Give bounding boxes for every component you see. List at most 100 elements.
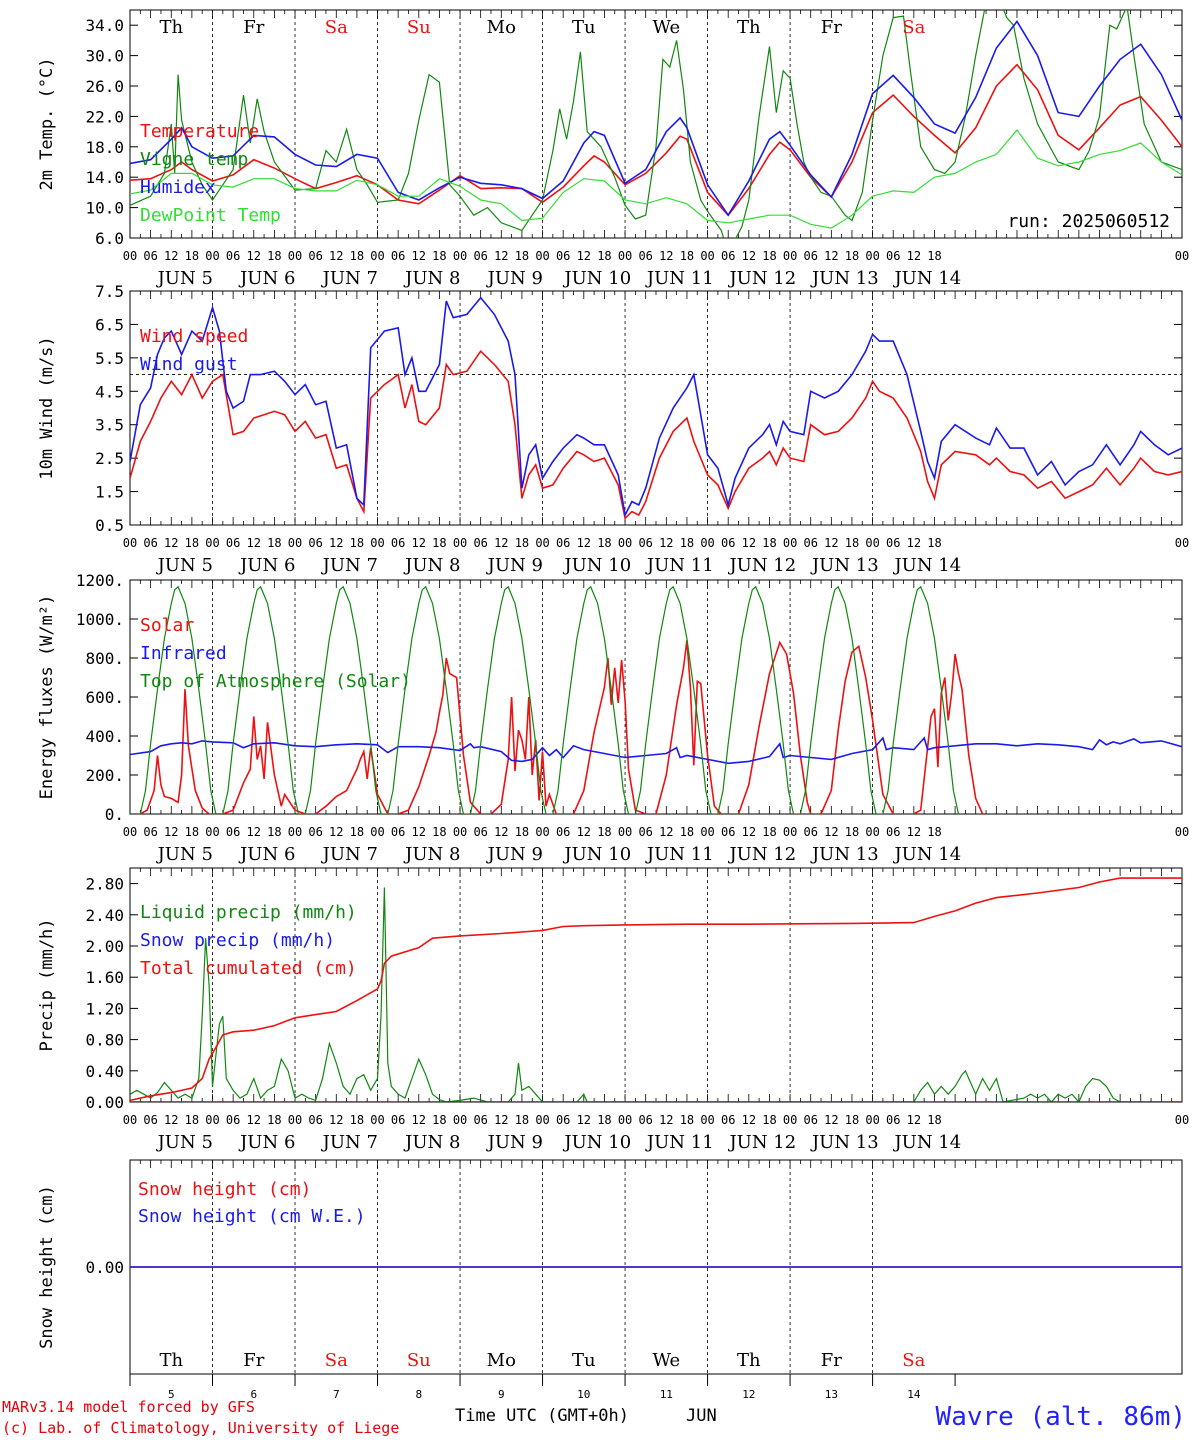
hour-label: 18 — [680, 1113, 694, 1127]
hour-label: 18 — [927, 825, 941, 839]
plot-frame — [129, 579, 1183, 815]
date-label: JUN 11 — [645, 844, 714, 865]
hour-label: 00 — [288, 1113, 302, 1127]
hour-label: 00 — [205, 825, 219, 839]
date-label: JUN 10 — [562, 555, 631, 576]
legend-entry: DewPoint Temp — [140, 205, 281, 226]
date-label: JUN 13 — [810, 555, 879, 576]
hour-label: 12 — [164, 536, 178, 550]
date-label: JUN 12 — [727, 268, 796, 289]
chart-panel-5: 0.00 Snow height (cm) Snow height (cm) Snow… — [37, 1159, 1183, 1401]
hour-label: 00 — [700, 249, 714, 263]
hour-label: 06 — [391, 825, 405, 839]
series-line-infrared — [130, 736, 1182, 765]
y-tick-label: 0.40 — [85, 1062, 124, 1081]
hour-label: 00 — [123, 249, 137, 263]
date-label: JUN 6 — [238, 555, 295, 576]
hour-label: 00 — [535, 1113, 549, 1127]
date-label: JUN 11 — [645, 555, 714, 576]
date-label: JUN 14 — [892, 268, 961, 289]
y-axis-label: 2m Temp. (°C) — [37, 57, 57, 190]
hour-label: 06 — [886, 1113, 900, 1127]
y-tick-label: 1.60 — [85, 968, 124, 987]
series-line-humidex — [130, 19, 1182, 217]
date-label: JUN 12 — [727, 555, 796, 576]
hour-label: 00 — [1175, 825, 1189, 839]
day-abbr: We — [652, 17, 680, 38]
hour-label: 06 — [721, 1113, 735, 1127]
hour-label: 06 — [391, 249, 405, 263]
hour-label: 12 — [247, 1113, 261, 1127]
hour-label: 06 — [556, 1113, 570, 1127]
hour-label: 12 — [247, 536, 261, 550]
hour-label: 00 — [865, 825, 879, 839]
y-tick-label: 200. — [85, 766, 124, 785]
date-label: JUN 12 — [727, 844, 796, 865]
day-number: 12 — [742, 1388, 755, 1401]
hour-label: 12 — [494, 536, 508, 550]
hour-label: 18 — [762, 536, 776, 550]
hour-label: 00 — [783, 536, 797, 550]
hour-label: 18 — [350, 536, 364, 550]
hour-label: 18 — [680, 825, 694, 839]
hour-label: 00 — [865, 1113, 879, 1127]
day-number: 11 — [660, 1388, 673, 1401]
date-label: JUN 7 — [321, 1132, 378, 1153]
hour-label: 18 — [597, 1113, 611, 1127]
hour-label: 12 — [577, 825, 591, 839]
date-label: JUN 12 — [727, 1132, 796, 1153]
hour-label: 06 — [886, 536, 900, 550]
hour-label: 06 — [886, 825, 900, 839]
legend-entry: Vigne temp — [140, 149, 248, 170]
y-tick-label: 0. — [105, 805, 124, 824]
hour-label: 00 — [700, 536, 714, 550]
hour-label: 00 — [1175, 249, 1189, 263]
date-label: JUN 9 — [486, 268, 543, 289]
station-name: Wavre (alt. 86m) — [935, 1402, 1186, 1432]
hour-label: 00 — [700, 1113, 714, 1127]
hour-label: 00 — [453, 536, 467, 550]
legend-entry: Snow precip (mm/h) — [140, 930, 335, 951]
hour-label: 00 — [453, 1113, 467, 1127]
hour-label: 00 — [453, 825, 467, 839]
y-tick-label: 1200. — [76, 571, 124, 590]
chart-panel-1: 6.0 10.0 14.0 18.0 22.0 26.0 30.0 34.0 2m Temp. … — [37, 9, 1189, 289]
day-number: 10 — [577, 1388, 590, 1401]
hour-label: 00 — [370, 536, 384, 550]
hour-label: 18 — [185, 249, 199, 263]
series-line-solar — [130, 640, 984, 814]
hour-label: 06 — [226, 536, 240, 550]
hour-label: 18 — [432, 825, 446, 839]
hour-label: 18 — [267, 536, 281, 550]
date-label: JUN 6 — [238, 1132, 295, 1153]
hour-label: 18 — [267, 1113, 281, 1127]
hour-label: 12 — [659, 536, 673, 550]
hour-label: 00 — [205, 536, 219, 550]
hour-label: 12 — [164, 249, 178, 263]
hour-label: 12 — [412, 825, 426, 839]
y-tick-label: 2.5 — [95, 449, 124, 468]
hour-label: 06 — [143, 249, 157, 263]
y-axis-label: Energy fluxes (W/m²) — [37, 595, 57, 800]
hour-label: 12 — [329, 1113, 343, 1127]
y-tick-label: 34.0 — [85, 16, 124, 35]
y-tick-label: 14.0 — [85, 168, 124, 187]
hour-label: 00 — [618, 536, 632, 550]
y-tick-label: 30.0 — [85, 47, 124, 66]
hour-label: 12 — [247, 825, 261, 839]
date-label: JUN 5 — [156, 268, 213, 289]
hour-label: 18 — [350, 249, 364, 263]
y-tick-label: 2.00 — [85, 937, 124, 956]
hour-label: 18 — [185, 536, 199, 550]
hour-label: 00 — [700, 825, 714, 839]
date-label: JUN 11 — [645, 1132, 714, 1153]
hour-label: 00 — [618, 1113, 632, 1127]
hour-label: 12 — [577, 536, 591, 550]
hour-label: 00 — [535, 825, 549, 839]
hour-label: 00 — [205, 249, 219, 263]
series-line-temperature — [130, 63, 1182, 217]
y-tick-label: 0.80 — [85, 1031, 124, 1050]
y-tick-label: 1000. — [76, 610, 124, 629]
hour-label: 06 — [803, 249, 817, 263]
